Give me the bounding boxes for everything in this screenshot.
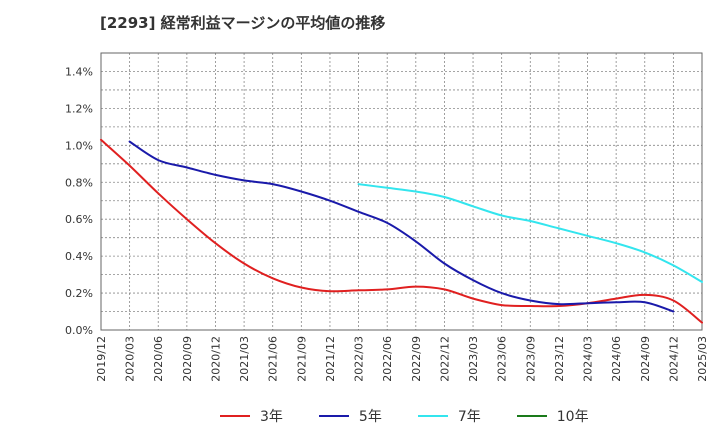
x-tick-label: 2023/12 bbox=[553, 336, 566, 382]
legend-swatch bbox=[417, 415, 448, 417]
x-tick-label: 2022/12 bbox=[438, 336, 451, 382]
x-tick-label: 2022/09 bbox=[410, 336, 423, 382]
y-tick-label: 0.4% bbox=[65, 250, 93, 263]
x-tick-label: 2023/09 bbox=[524, 336, 537, 382]
x-tick-label: 2021/12 bbox=[324, 336, 337, 382]
x-tick-label: 2022/03 bbox=[353, 336, 366, 382]
legend-swatch bbox=[516, 415, 547, 417]
series-line-5年 bbox=[128, 140, 675, 313]
plot-area-border bbox=[100, 52, 703, 331]
x-tick-label: 2020/12 bbox=[209, 336, 222, 382]
y-tick-label: 1.0% bbox=[65, 139, 93, 152]
x-tick-label: 2021/09 bbox=[295, 336, 308, 382]
x-tick-label: 2020/03 bbox=[124, 336, 137, 382]
chart-title: [2293] 経常利益マージンの平均値の推移 bbox=[100, 14, 386, 32]
x-tick-label: 2023/03 bbox=[467, 336, 480, 382]
series-line-7年 bbox=[357, 183, 703, 283]
legend-item: 5年 bbox=[318, 406, 382, 426]
legend-label: 3年 bbox=[260, 409, 283, 425]
x-tick-label: 2020/09 bbox=[181, 336, 194, 382]
y-tick-label: 0.0% bbox=[65, 324, 93, 337]
legend-item: 3年 bbox=[220, 406, 283, 426]
y-tick-label: 1.2% bbox=[65, 102, 93, 115]
y-tick-label: 0.2% bbox=[65, 287, 93, 300]
legend-swatch bbox=[220, 415, 250, 417]
y-tick-label: 0.6% bbox=[65, 213, 93, 226]
legend-item: 7年 bbox=[417, 406, 481, 426]
x-tick-label: 2025/03 bbox=[696, 336, 709, 382]
x-tick-label: 2024/12 bbox=[667, 336, 680, 382]
y-tick-label: 1.4% bbox=[65, 65, 93, 78]
y-tick-label: 0.8% bbox=[65, 176, 93, 189]
x-tick-label: 2021/03 bbox=[238, 336, 251, 382]
x-tick-label: 2024/06 bbox=[610, 336, 623, 382]
x-tick-label: 2024/03 bbox=[582, 336, 595, 382]
legend-label: 7年 bbox=[457, 409, 481, 425]
x-tick-label: 2021/06 bbox=[267, 336, 280, 382]
legend-label: 10年 bbox=[556, 409, 589, 425]
x-tick-label: 2020/06 bbox=[152, 336, 165, 382]
x-tick-label: 2019/12 bbox=[95, 336, 108, 382]
x-tick-label: 2024/09 bbox=[639, 336, 652, 382]
legend-item: 10年 bbox=[516, 406, 589, 426]
legend-swatch bbox=[318, 415, 349, 417]
legend-label: 5年 bbox=[358, 409, 382, 425]
series-line-3年 bbox=[100, 138, 703, 324]
legend: 3年 5年 7年 10年 bbox=[220, 404, 589, 428]
x-tick-label: 2022/06 bbox=[381, 336, 394, 382]
x-tick-label: 2023/06 bbox=[496, 336, 509, 382]
